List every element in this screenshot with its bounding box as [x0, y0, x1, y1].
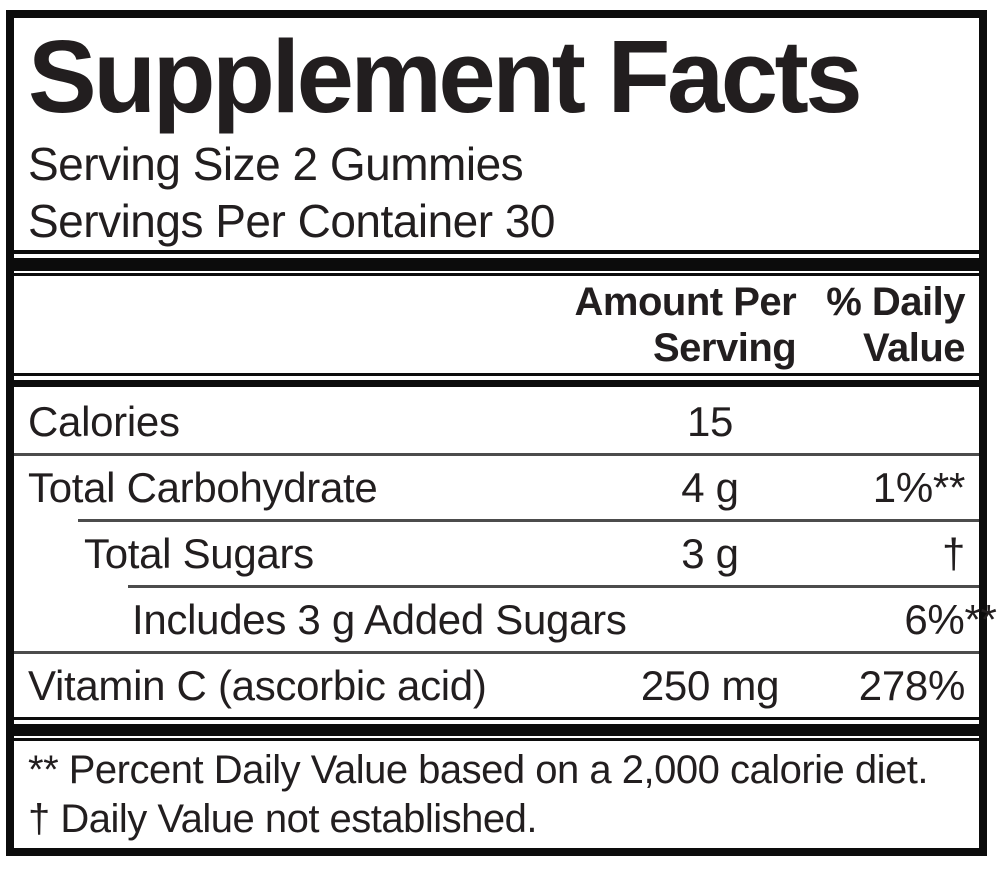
row-separator-indented [78, 519, 979, 522]
serving-size-text: Serving Size 2 Gummies [28, 138, 524, 190]
nutrient-table: Calories 15 Total Carbohydrate 4 g 1%** … [14, 390, 997, 717]
nutrient-name: Vitamin C (ascorbic acid) [28, 661, 487, 709]
nutrient-name: Calories [28, 397, 180, 445]
divider-line [14, 738, 979, 741]
table-row-total-carbohydrate: Total Carbohydrate 4 g 1%** [14, 456, 979, 519]
divider-bottom [14, 717, 979, 741]
table-row-calories: Calories 15 [14, 390, 979, 453]
nutrient-amount: 250 mg [640, 661, 780, 709]
divider-under-headers [14, 373, 979, 390]
footnotes-section: ** Percent Daily Value based on a 2,000 … [14, 741, 979, 848]
table-row-vitamin-c: Vitamin C (ascorbic acid) 250 mg 278% [14, 654, 979, 717]
row-separator-indented [128, 585, 979, 588]
row-separator [14, 453, 979, 456]
nutrient-name: Includes 3 g Added Sugars [132, 595, 627, 643]
percent-daily-value-header: % Daily Value [826, 280, 965, 370]
divider-thick-bar [14, 380, 979, 387]
divider-line [14, 273, 979, 276]
divider-line [14, 373, 979, 376]
nutrient-daily-value: 278% [858, 661, 966, 709]
divider-line [14, 250, 979, 254]
footnote-percent-daily-value: ** Percent Daily Value based on a 2,000 … [28, 748, 929, 792]
table-row-total-sugars: Total Sugars 3 g † [14, 522, 979, 585]
row-separator [14, 651, 979, 654]
divider-top [14, 250, 979, 276]
nutrient-name: Total Sugars [84, 529, 314, 577]
supplement-facts-panel: Supplement Facts Serving Size 2 Gummies … [6, 10, 997, 856]
nutrient-amount: 4 g [681, 463, 739, 511]
nutrient-daily-value: 1%** [872, 463, 966, 511]
divider-line [14, 717, 979, 720]
nutrient-name: Total Carbohydrate [28, 463, 378, 511]
divider-thick-bar [14, 724, 979, 736]
nutrient-amount: 3 g [681, 529, 739, 577]
nutrient-daily-value: † [941, 529, 965, 577]
header-section: Supplement Facts Serving Size 2 Gummies … [14, 18, 979, 250]
nutrient-daily-value: 6%** [904, 595, 997, 643]
panel-title: Supplement Facts [28, 19, 863, 134]
nutrient-amount: 15 [686, 397, 734, 445]
servings-per-container-text: Servings Per Container 30 [28, 195, 556, 247]
column-header-row: Amount Per Serving % Daily Value [14, 276, 979, 373]
amount-per-serving-header: Amount Per Serving [574, 280, 797, 370]
divider-thick-bar [14, 258, 979, 271]
table-row-added-sugars: Includes 3 g Added Sugars 6%** [14, 588, 997, 651]
footnote-daily-value-not-established: † Daily Value not established. [28, 797, 538, 841]
